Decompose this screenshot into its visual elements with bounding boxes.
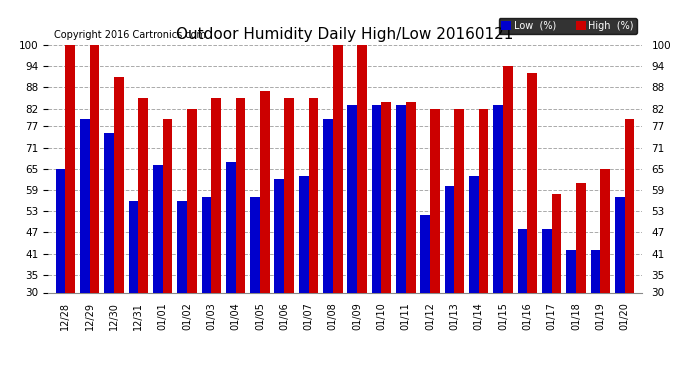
Bar xyxy=(187,109,197,292)
Bar xyxy=(299,176,308,292)
Bar xyxy=(104,134,114,292)
Bar xyxy=(80,119,90,292)
Bar xyxy=(114,77,124,292)
Bar xyxy=(542,229,552,292)
Bar xyxy=(566,250,576,292)
Bar xyxy=(56,169,66,292)
Bar xyxy=(615,197,624,292)
Bar xyxy=(455,109,464,292)
Bar xyxy=(177,201,187,292)
Bar xyxy=(308,98,318,292)
Bar xyxy=(250,197,260,292)
Bar xyxy=(396,105,406,292)
Bar xyxy=(372,105,382,292)
Bar xyxy=(503,66,513,292)
Bar xyxy=(479,109,489,292)
Bar xyxy=(66,45,75,292)
Bar xyxy=(163,119,172,292)
Text: Copyright 2016 Cartronics.com: Copyright 2016 Cartronics.com xyxy=(55,30,206,40)
Bar xyxy=(153,165,163,292)
Bar xyxy=(284,98,294,292)
Bar xyxy=(323,119,333,292)
Bar xyxy=(128,201,138,292)
Bar xyxy=(527,73,537,292)
Bar xyxy=(348,105,357,292)
Bar xyxy=(493,105,503,292)
Bar xyxy=(235,98,245,292)
Bar xyxy=(591,250,600,292)
Legend: Low  (%), High  (%): Low (%), High (%) xyxy=(499,18,637,33)
Bar xyxy=(138,98,148,292)
Bar xyxy=(260,91,270,292)
Bar xyxy=(275,179,284,292)
Bar xyxy=(357,45,367,292)
Bar xyxy=(211,98,221,292)
Bar xyxy=(600,169,610,292)
Bar xyxy=(406,102,415,292)
Title: Outdoor Humidity Daily High/Low 20160121: Outdoor Humidity Daily High/Low 20160121 xyxy=(177,27,513,42)
Bar xyxy=(518,229,527,292)
Bar xyxy=(445,186,455,292)
Bar xyxy=(552,194,562,292)
Bar xyxy=(420,215,430,292)
Bar xyxy=(226,162,235,292)
Bar xyxy=(382,102,391,292)
Bar xyxy=(576,183,586,292)
Bar xyxy=(430,109,440,292)
Bar xyxy=(201,197,211,292)
Bar xyxy=(469,176,479,292)
Bar xyxy=(333,45,342,292)
Bar xyxy=(90,45,99,292)
Bar xyxy=(624,119,634,292)
